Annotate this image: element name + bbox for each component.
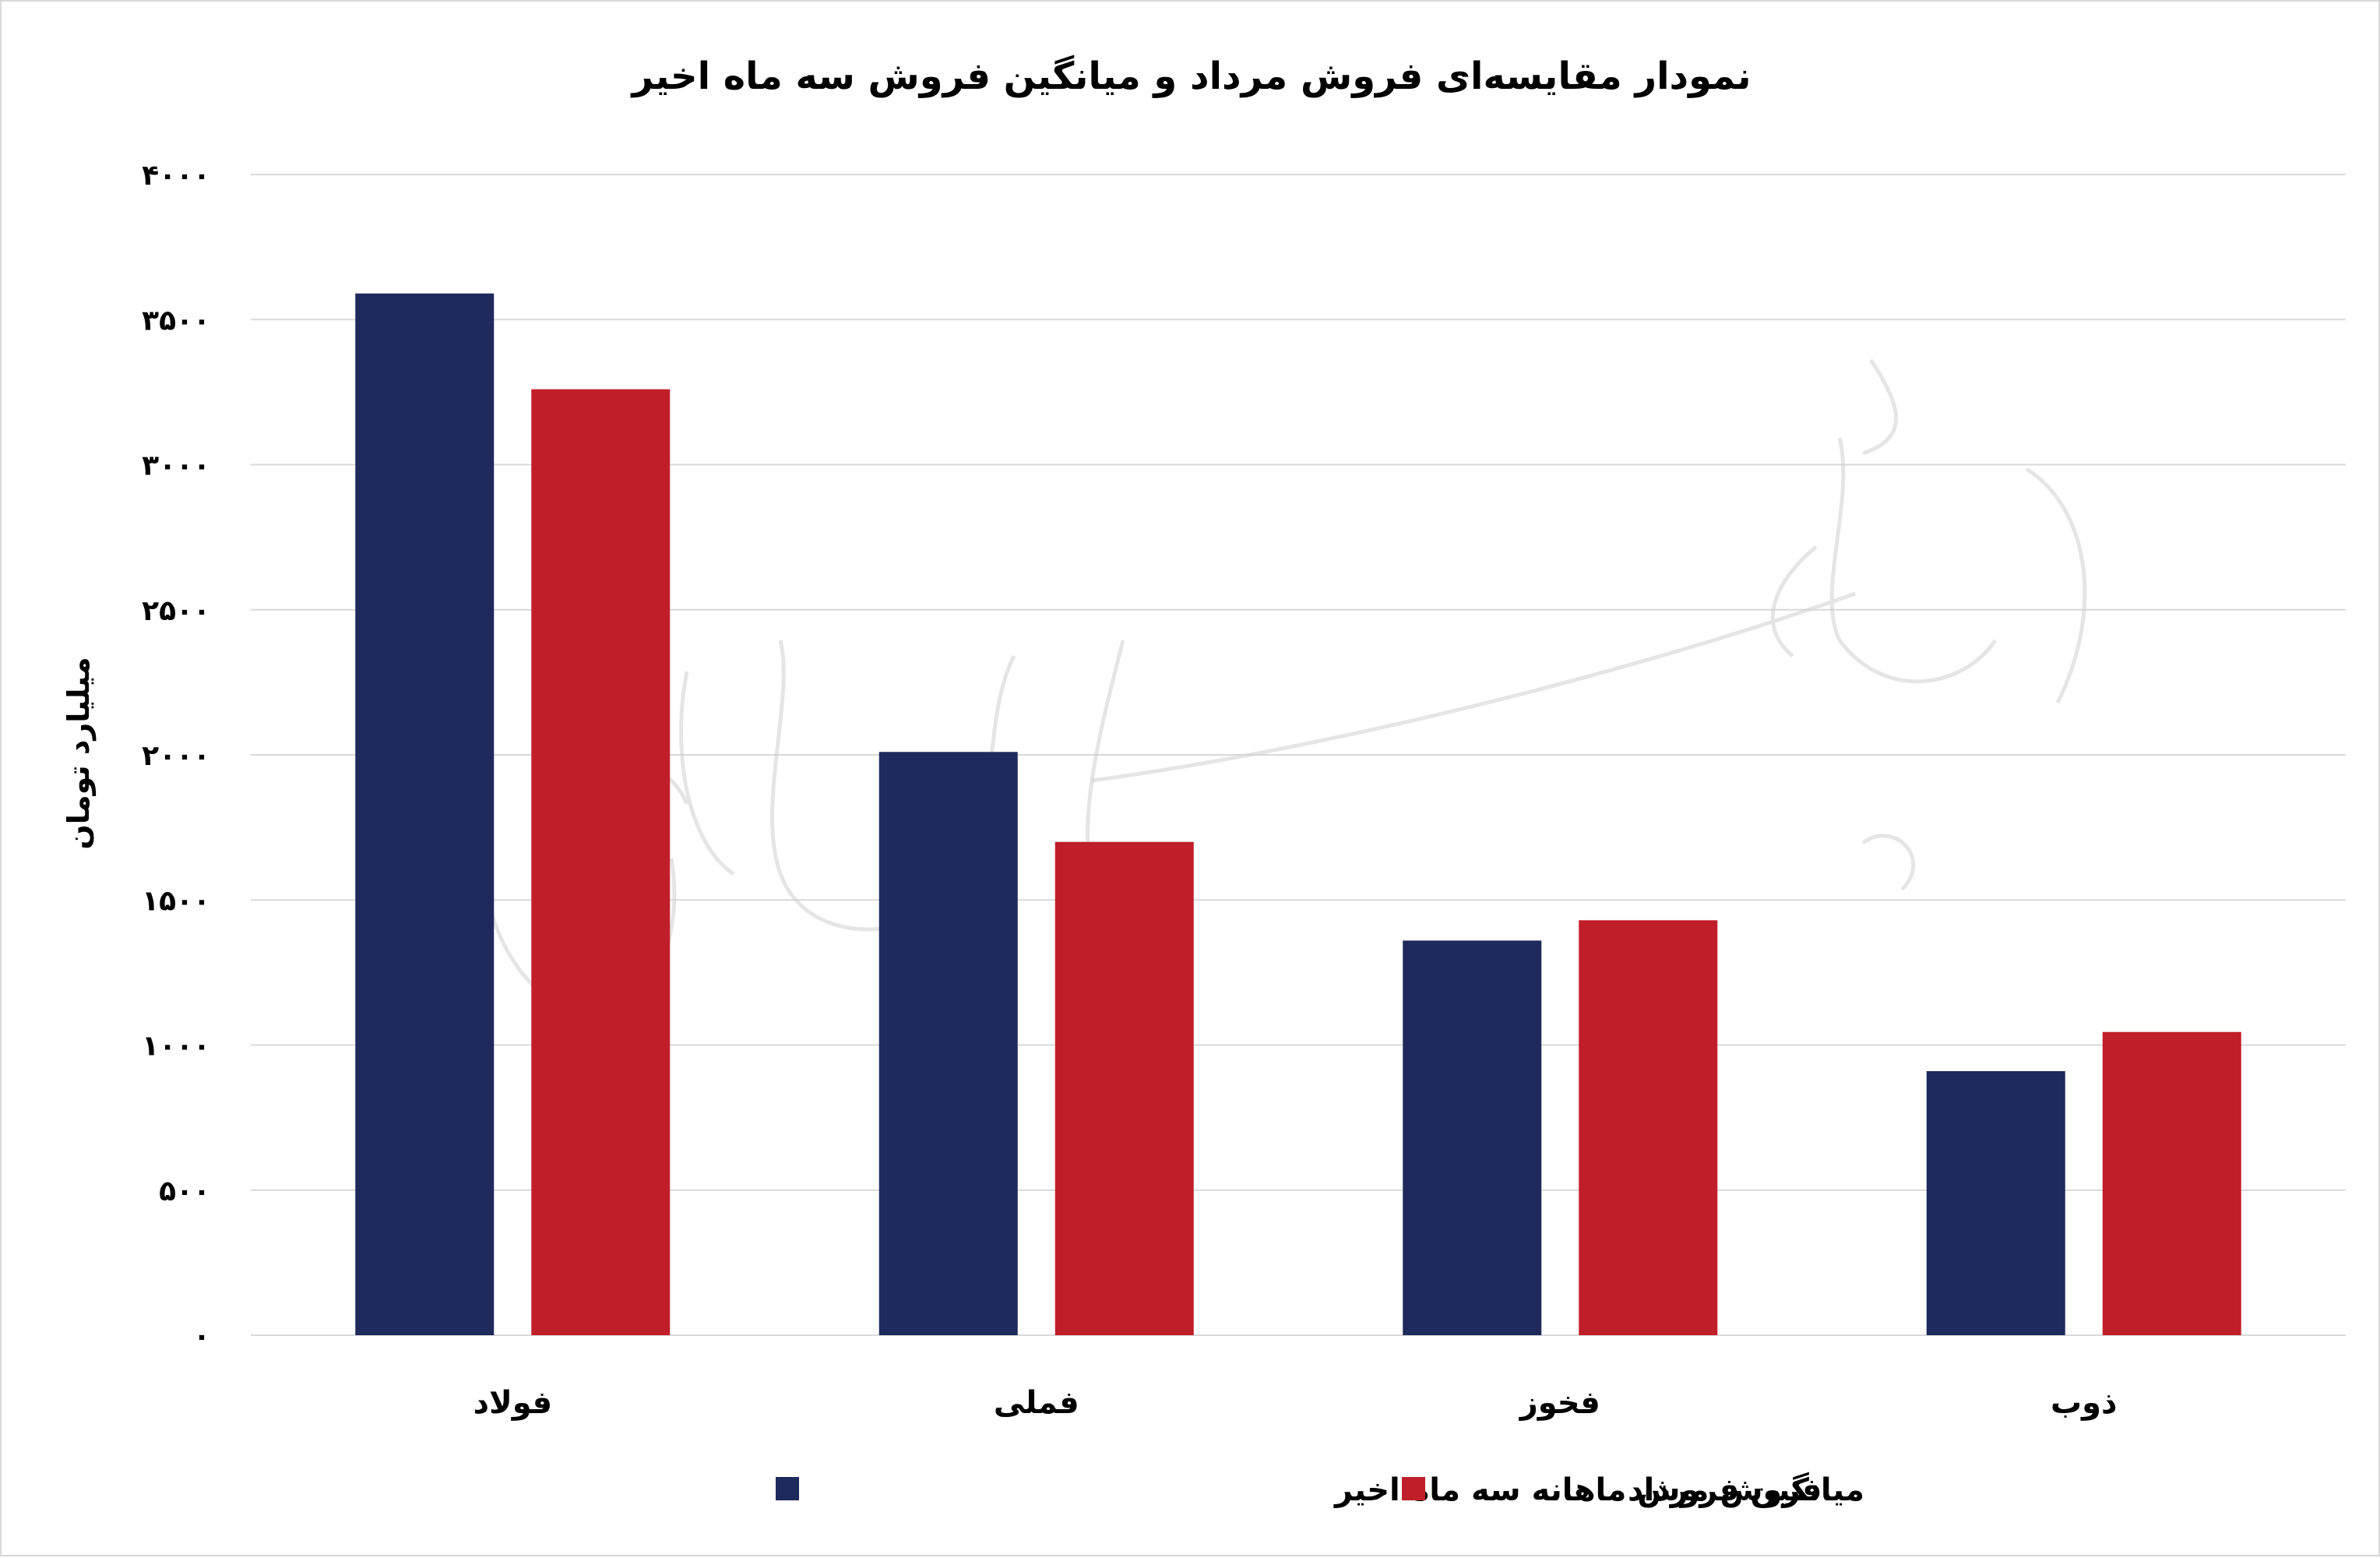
x-category-label: فملی bbox=[994, 1385, 1079, 1421]
legend-swatch bbox=[776, 1477, 799, 1500]
bars bbox=[355, 293, 2241, 1336]
bar bbox=[878, 752, 1018, 1335]
bar bbox=[2102, 1031, 2241, 1335]
y-tick-label: ۲۵۰۰ bbox=[142, 595, 210, 627]
bar bbox=[1926, 1071, 2065, 1335]
y-axis-label: میلیارد تومان bbox=[62, 657, 96, 849]
x-category-label: فخوز bbox=[1519, 1385, 1600, 1421]
bar bbox=[1403, 940, 1542, 1335]
bar bbox=[355, 293, 495, 1336]
bar bbox=[1054, 841, 1194, 1335]
bar bbox=[1579, 920, 1718, 1335]
legend-label: فروش مرداد bbox=[1628, 1472, 1822, 1508]
y-tick-label: ۳۵۰۰ bbox=[142, 305, 210, 337]
x-axis-categories: فولاد فملی فخوز ذوب bbox=[473, 1385, 2117, 1421]
bar bbox=[531, 389, 671, 1335]
x-category-label: فولاد bbox=[473, 1385, 552, 1421]
legend-swatch bbox=[1402, 1477, 1425, 1500]
y-tick-label: ۱۰۰۰ bbox=[142, 1031, 210, 1063]
y-tick-label: ۱۵۰۰ bbox=[142, 885, 210, 917]
chart-title: نمودار مقایسه‌ای فروش مرداد و میانگین فر… bbox=[631, 55, 1752, 98]
y-axis-ticks: ۰ ۵۰۰ ۱۰۰۰ ۱۵۰۰ ۲۰۰۰ ۲۵۰۰ ۳۰۰۰ ۳۵۰۰ ۴۰۰۰ bbox=[142, 160, 210, 1352]
y-tick-label: ۴۰۰۰ bbox=[142, 160, 210, 192]
y-tick-label: ۲۰۰۰ bbox=[142, 740, 210, 772]
x-category-label: ذوب bbox=[2051, 1385, 2118, 1421]
y-tick-label: ۳۰۰۰ bbox=[142, 450, 210, 482]
y-tick-label: ۰ bbox=[193, 1320, 210, 1352]
y-tick-label: ۵۰۰ bbox=[159, 1176, 210, 1207]
